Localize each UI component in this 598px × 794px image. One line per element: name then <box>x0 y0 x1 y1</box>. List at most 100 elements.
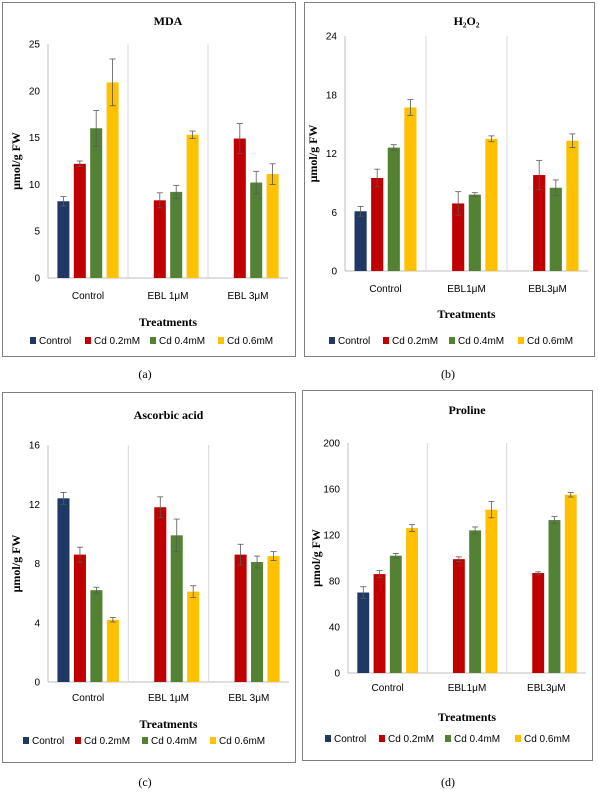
legend-swatch <box>75 737 81 744</box>
legend-label: Cd 0.6mM <box>219 736 265 747</box>
legend-swatch <box>210 737 216 744</box>
bar <box>267 556 280 682</box>
y-axis-title: μmol/g FW <box>9 535 23 593</box>
x-axis-title: Treatments <box>438 710 497 724</box>
legend-swatch <box>218 337 224 344</box>
legend-swatch <box>518 337 524 344</box>
x-tick-label: Control <box>72 693 104 704</box>
chart-title: H₂O₂ <box>454 14 480 28</box>
y-tick-label: 20 <box>29 86 41 97</box>
x-tick-label: EBL1μM <box>448 683 487 694</box>
legend-label: Cd 0.2mM <box>84 736 130 747</box>
legend-label: Control <box>338 336 370 347</box>
bar <box>404 107 417 272</box>
y-tick-label: 12 <box>29 500 41 511</box>
y-tick-label: 0 <box>331 267 337 278</box>
legend-swatch <box>329 337 335 344</box>
legend-label: Cd 0.4mM <box>454 734 500 745</box>
bar <box>57 498 70 682</box>
x-tick-label: EBL1μM <box>447 284 486 295</box>
bar <box>106 619 119 682</box>
legend-swatch <box>150 337 156 344</box>
bar <box>154 507 167 682</box>
legend-swatch <box>449 337 455 344</box>
chart-panel-ascorbic-acid: Ascorbic acid 0 4 8 12 16 μmol/g FW Control EBL … <box>2 392 296 763</box>
chart-title: Ascorbic acid <box>134 408 204 422</box>
bar <box>250 182 263 278</box>
bar <box>90 128 103 278</box>
bar <box>549 187 562 271</box>
legend-label: Control <box>39 336 71 347</box>
bar <box>485 509 498 673</box>
bar <box>468 194 481 271</box>
chart-panel-proline: Proline 0 40 80 120 160 200 μmol/g FW Control EBL… <box>302 390 593 761</box>
y-tick-label: 8 <box>34 559 40 570</box>
bar <box>371 177 384 271</box>
legend-label: Cd 0.2mM <box>388 734 434 745</box>
legend-label: Cd 0.2mM <box>392 336 438 347</box>
y-tick-label: 0 <box>34 274 40 285</box>
bar <box>373 574 386 673</box>
legend-swatch <box>85 337 91 344</box>
bar <box>564 494 577 673</box>
x-axis-title: Treatments <box>139 717 198 731</box>
y-axis-title: μmol/g FW <box>9 132 23 190</box>
y-tick-label: 160 <box>323 485 340 496</box>
y-tick-label: 120 <box>323 531 340 542</box>
y-tick-label: 16 <box>29 441 41 452</box>
legend-swatch <box>379 735 385 742</box>
legend-swatch <box>142 737 148 744</box>
x-tick-label: Control <box>369 284 401 295</box>
legend-label: Cd 0.4mM <box>159 336 205 347</box>
x-tick-label: EBL 1μM <box>148 291 189 302</box>
legend-label: Cd 0.6mM <box>524 734 570 745</box>
bar <box>406 528 419 673</box>
bar <box>57 201 70 278</box>
y-tick-label: 10 <box>29 180 41 191</box>
bar <box>170 535 183 682</box>
chart-title: MDA <box>154 14 183 28</box>
y-tick-label: 0 <box>334 669 340 680</box>
x-tick-label: EBL 3μM <box>228 693 269 704</box>
legend-swatch <box>23 737 29 744</box>
bar <box>234 554 247 682</box>
bar <box>186 134 199 278</box>
legend-swatch <box>383 337 389 344</box>
bar <box>170 191 183 278</box>
x-tick-label: Control <box>72 291 104 302</box>
legend-label: Cd 0.4mM <box>151 736 197 747</box>
bar <box>469 530 482 673</box>
bar <box>233 138 246 278</box>
bar <box>452 559 465 673</box>
x-tick-label: EBL 1μM <box>148 693 189 704</box>
bar <box>533 175 546 271</box>
legend-label: Control <box>32 736 64 747</box>
bar <box>90 590 103 682</box>
y-tick-label: 15 <box>29 133 41 144</box>
y-tick-label: 200 <box>323 439 340 450</box>
bar <box>548 520 561 673</box>
panel-caption: (a) <box>138 367 152 381</box>
y-tick-label: 5 <box>34 227 40 238</box>
legend-swatch <box>445 735 451 742</box>
chart-svg: H₂O₂ 0 6 12 18 24 μmol/g FW Control EBL1μM EBL3μM… <box>306 14 588 347</box>
y-tick-label: 6 <box>331 208 337 219</box>
y-tick-label: 12 <box>326 149 338 160</box>
y-tick-label: 4 <box>34 618 40 629</box>
x-tick-label: EBL3μM <box>527 683 566 694</box>
panel-caption: (b) <box>441 367 455 381</box>
bar <box>532 572 545 673</box>
chart-svg: MDA 0 5 10 15 20 25 μmol/g FW Control EBL 1μM EBL … <box>9 14 288 347</box>
bar <box>73 163 86 278</box>
x-tick-label: EBL3μM <box>528 284 567 295</box>
y-tick-label: 40 <box>329 623 341 634</box>
legend-label: Cd 0.4mM <box>458 336 504 347</box>
bar <box>354 211 367 271</box>
y-tick-label: 0 <box>34 678 40 689</box>
y-axis-title: μmol/g FW <box>309 529 323 587</box>
chart-title: Proline <box>448 403 486 417</box>
bar <box>389 555 402 673</box>
legend-swatch <box>30 337 36 344</box>
legend-swatch <box>515 735 521 742</box>
x-tick-label: EBL 3μM <box>228 291 269 302</box>
